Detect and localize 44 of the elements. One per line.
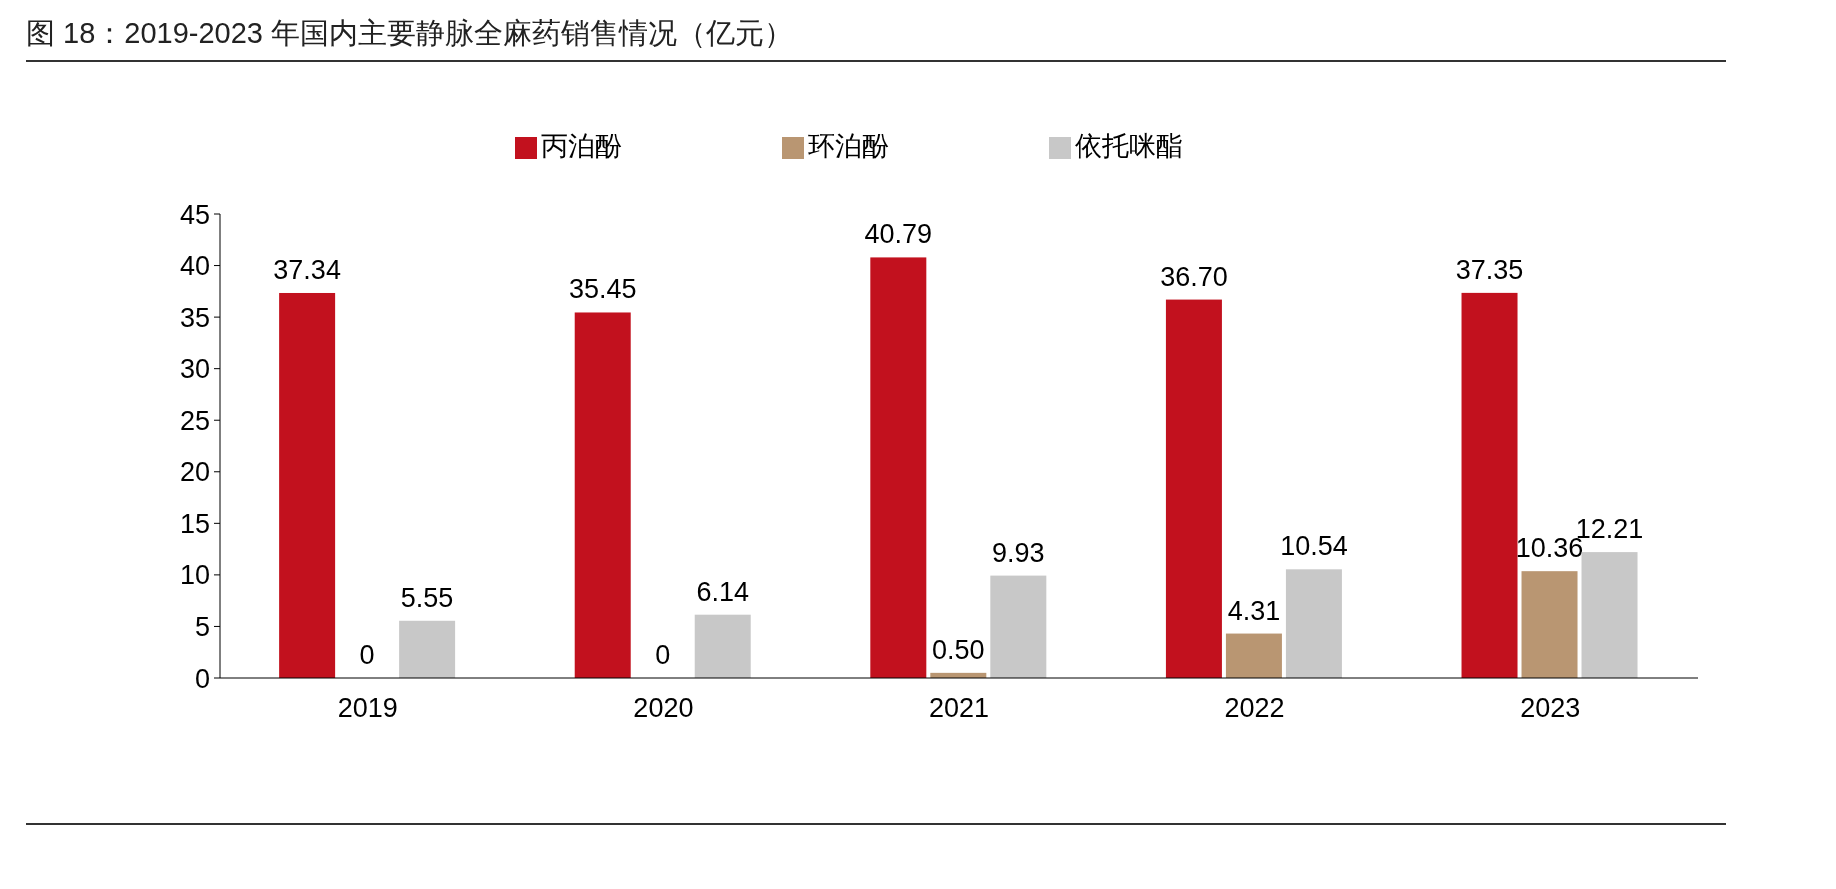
- y-tick-label: 5: [194, 612, 210, 643]
- data-label: 0: [359, 640, 375, 670]
- bar: [1285, 569, 1342, 678]
- y-tick-label: 20: [179, 457, 210, 488]
- x-tick-label: 2023: [1520, 693, 1581, 724]
- y-tick-label: 40: [179, 251, 210, 282]
- bar: [399, 620, 456, 678]
- y-tick-label: 45: [179, 199, 210, 230]
- x-tick-label: 2021: [928, 693, 990, 724]
- bar: [1581, 552, 1638, 678]
- data-label: 5.55: [400, 582, 454, 613]
- data-label: 40.79: [864, 219, 933, 250]
- bar: [574, 312, 631, 678]
- bar: [870, 257, 927, 678]
- bar: [1225, 633, 1282, 678]
- bar: [279, 292, 336, 678]
- data-label: 35.45: [568, 274, 637, 305]
- chart-title: 图 18：2019-2023 年国内主要静脉全麻药销售情况（亿元）: [26, 16, 794, 51]
- legend-label: 依托咪酯: [1075, 131, 1183, 161]
- x-tick-label: 2020: [633, 693, 694, 724]
- data-label: 4.31: [1227, 595, 1281, 626]
- y-tick-label: 30: [179, 354, 210, 385]
- data-label: 37.35: [1455, 254, 1524, 285]
- bar: [990, 575, 1047, 678]
- data-label: 10.54: [1280, 531, 1348, 562]
- data-label: 0: [655, 640, 671, 670]
- bar: [1165, 299, 1222, 678]
- y-tick-label: 15: [179, 508, 210, 539]
- bar: [1521, 571, 1578, 678]
- data-label: 36.70: [1160, 261, 1228, 292]
- y-tick-label: 10: [179, 560, 210, 591]
- data-label: 37.34: [273, 254, 341, 285]
- data-label: 0.50: [932, 634, 985, 665]
- bar: [694, 614, 751, 678]
- x-tick-label: 2022: [1224, 693, 1285, 724]
- legend-label: 环泊酚: [808, 131, 889, 161]
- y-tick-label: 35: [179, 302, 210, 333]
- data-label: 9.93: [992, 537, 1045, 568]
- legend-label: 丙泊酚: [541, 131, 622, 161]
- y-tick-label: 25: [179, 405, 210, 436]
- x-tick-label: 2019: [337, 693, 398, 724]
- y-tick-label: 0: [194, 663, 210, 694]
- bar: [1461, 292, 1518, 678]
- data-label: 6.14: [696, 576, 749, 607]
